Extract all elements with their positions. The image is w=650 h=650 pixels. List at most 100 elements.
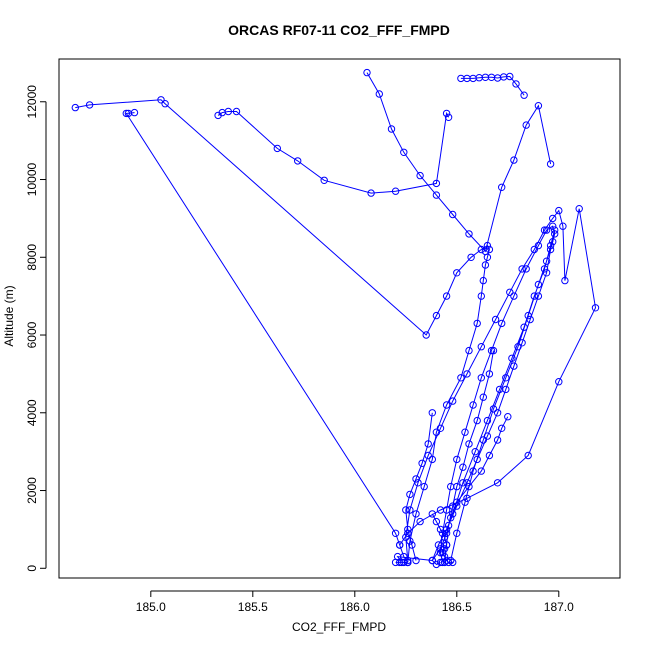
data-point	[498, 424, 506, 432]
data-point	[440, 552, 449, 561]
data-point	[498, 319, 506, 328]
data-point	[412, 475, 420, 483]
data-point	[465, 230, 473, 238]
data-point	[404, 525, 412, 534]
data-point	[442, 292, 451, 300]
data-point	[506, 72, 514, 81]
data-point	[463, 370, 471, 378]
data-point	[493, 436, 502, 444]
data-point	[436, 506, 445, 514]
data-point	[453, 529, 461, 537]
data-point	[493, 409, 502, 417]
data-point	[520, 323, 528, 331]
data-point	[540, 226, 549, 234]
data-point	[436, 549, 445, 557]
data-point	[483, 416, 492, 425]
data-point	[444, 113, 453, 122]
data-point	[512, 80, 520, 88]
data-point	[453, 455, 461, 464]
y-tick-label: 0	[25, 565, 39, 572]
data-point	[434, 541, 443, 549]
data-point	[442, 529, 451, 537]
data-point	[406, 506, 414, 514]
data-point	[514, 343, 522, 351]
data-point	[449, 210, 457, 219]
data-point	[473, 416, 481, 425]
x-tick-label: 186.0	[340, 600, 370, 614]
data-point	[420, 482, 428, 491]
x-tick-label: 185.5	[238, 600, 268, 614]
data-point	[481, 261, 490, 269]
data-point	[432, 560, 441, 569]
data-point	[465, 440, 473, 448]
data-point	[479, 436, 487, 444]
data-point	[440, 558, 449, 567]
data-point	[469, 467, 477, 475]
data-point	[422, 331, 430, 339]
data-point	[481, 247, 490, 256]
data-point	[400, 558, 408, 567]
data-point	[459, 463, 467, 471]
data-point	[524, 311, 532, 320]
series-line-9	[217, 111, 450, 194]
y-tick-label: 8000	[25, 244, 39, 271]
chart-title: ORCAS RF07-11 CO2_FFF_FMPD	[228, 22, 450, 38]
data-point	[479, 276, 487, 285]
data-point	[485, 451, 494, 460]
data-point	[518, 265, 526, 273]
series-line-4	[450, 229, 556, 561]
data-point	[418, 459, 426, 467]
data-point	[440, 533, 449, 541]
data-point	[408, 541, 416, 549]
data-point	[393, 552, 402, 561]
data-point	[442, 109, 451, 118]
data-point	[436, 545, 445, 553]
data-point	[487, 346, 496, 355]
data-point	[232, 107, 241, 116]
y-tick-label: 12000	[25, 85, 39, 119]
series-line-5	[444, 350, 494, 563]
data-point	[71, 103, 80, 112]
data-point	[555, 378, 563, 386]
data-point	[510, 292, 518, 300]
data-point	[398, 558, 406, 567]
data-point	[551, 226, 559, 234]
data-point	[522, 121, 530, 129]
data-point	[161, 100, 169, 108]
data-point	[294, 157, 302, 165]
data-point	[391, 529, 400, 537]
data-point	[477, 374, 485, 382]
series-line-3	[399, 208, 597, 561]
data-point	[449, 510, 457, 518]
data-point	[546, 160, 555, 168]
axes-layer: 185.0 185.5 186.0 186.5 187.0 0 2000 4000 6000 80…	[25, 85, 574, 614]
data-point	[449, 502, 457, 510]
data-point	[367, 189, 375, 197]
data-point	[428, 510, 436, 518]
plot-frame	[58, 58, 621, 579]
data-point	[477, 467, 485, 475]
y-tick-label: 4000	[25, 399, 39, 426]
data-point	[442, 401, 451, 409]
data-point	[489, 405, 498, 413]
series-line-10	[125, 112, 409, 563]
y-tick-label: 2000	[25, 477, 39, 504]
data-point	[453, 482, 461, 491]
data-point	[530, 245, 538, 254]
y-tick-label: 10000	[25, 163, 39, 197]
data-point	[122, 109, 131, 118]
data-point	[436, 558, 445, 567]
data-point	[522, 265, 530, 273]
y-axis-label: Altitude (m)	[2, 285, 16, 346]
data-point	[520, 91, 528, 99]
data-point	[493, 479, 502, 487]
data-point	[591, 304, 600, 312]
data-point	[449, 558, 457, 567]
data-point	[479, 393, 487, 401]
data-point	[402, 533, 410, 541]
data-point	[534, 292, 543, 300]
data-point	[555, 206, 563, 215]
data-point	[442, 541, 451, 549]
